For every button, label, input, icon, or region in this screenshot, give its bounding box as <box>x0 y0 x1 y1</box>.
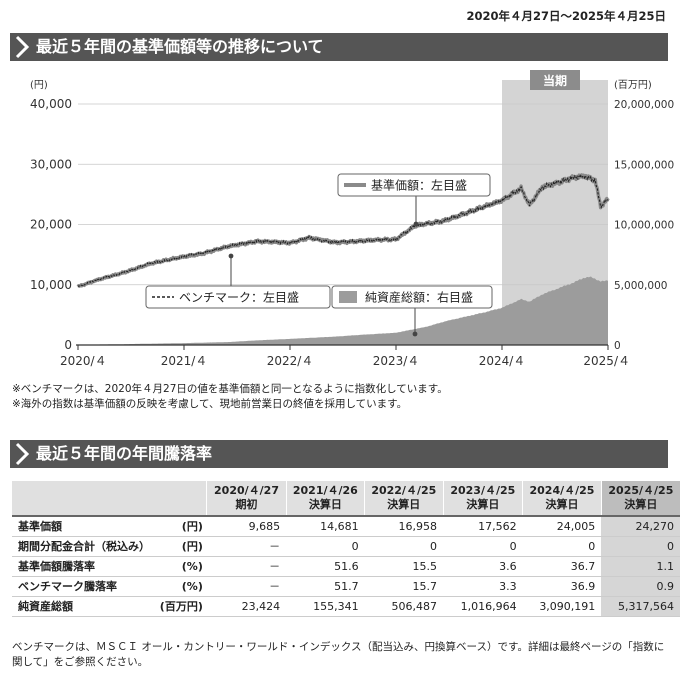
right-axis-unit: (百万円) <box>614 79 652 91</box>
table-cell: 36.9 <box>522 576 602 597</box>
table-cell: 36.7 <box>522 556 602 577</box>
table-cell: － <box>206 556 287 577</box>
right-tick-label: 0 <box>614 340 621 352</box>
table-row: 基準価額 (円) 9,685 14,681 16,958 17,562 24,0… <box>12 515 680 537</box>
table-cell: 24,005 <box>522 515 602 537</box>
x-tick-label: 2023/４ <box>373 354 420 368</box>
section-header-chart: 最近５年間の基準価額等の推移について <box>10 33 668 61</box>
table-cell: 15.7 <box>364 576 444 597</box>
table-cell: 0 <box>443 536 523 557</box>
legend-nav-marker <box>413 221 419 227</box>
table-cell: － <box>206 536 287 557</box>
table-cell: 14,681 <box>286 515 365 537</box>
x-tick-label: 2022/４ <box>267 354 314 368</box>
table-cell-current: 0 <box>601 536 680 557</box>
x-tick-label: 2020/４ <box>60 354 107 368</box>
row-unit: (円) <box>159 536 207 557</box>
column-header-current: 2025/４/25 決算日 <box>600 481 680 516</box>
x-tick-label: 2024/４ <box>479 354 526 368</box>
legend-benchmark-marker <box>228 253 234 259</box>
right-tick-label: 5,000,000 <box>614 280 667 292</box>
table-cell: 9,685 <box>206 515 287 537</box>
date-range: 2020年４月27日～2025年４月25日 <box>466 9 666 23</box>
header-blank <box>12 481 207 516</box>
table-cell: 23,424 <box>206 596 287 617</box>
note-benchmark: ※ベンチマークは、2020年４月27日の値を基準価額と同一となるように指数化して… <box>12 383 448 395</box>
legend-assets-marker <box>412 331 418 337</box>
column-header: 2022/４/25 決算日 <box>364 481 444 516</box>
table-cell: 15.5 <box>364 556 444 577</box>
left-tick-label: 40,000 <box>30 97 72 111</box>
row-label: 基準価額 <box>12 515 160 537</box>
right-tick-label: 15,000,000 <box>614 159 674 171</box>
x-tick-label: 2021/４ <box>161 354 208 368</box>
legend-benchmark-box <box>145 285 331 309</box>
row-unit: (円) <box>159 515 207 537</box>
row-unit: (百万円) <box>159 596 207 617</box>
section-header-returns: 最近５年間の年間騰落率 <box>10 440 668 468</box>
right-tick-label: 20,000,000 <box>614 99 674 111</box>
column-header: 2024/４/25 決算日 <box>522 481 602 516</box>
table-row: ベンチマーク騰落率 (%) － 51.7 15.7 3.3 36.9 0.9 <box>12 576 680 597</box>
left-tick-label: 30,000 <box>30 157 72 171</box>
table-cell: － <box>206 576 287 597</box>
row-label: ベンチマーク騰落率 <box>12 576 160 597</box>
chevron-right-icon <box>15 35 30 59</box>
section-title-returns: 最近５年間の年間騰落率 <box>36 444 213 463</box>
left-tick-label: 10,000 <box>30 278 72 292</box>
table-cell: 3.6 <box>443 556 523 577</box>
benchmark-footnote: ベンチマークは、ＭＳＣＩ オール・カントリー・ワールド・インデックス（配当込み、… <box>12 641 665 668</box>
row-label: 期間分配金合計（税込み） <box>12 536 160 557</box>
left-tick-label: 0 <box>64 338 72 352</box>
legend-benchmark-label: ベンチマーク：左目盛 <box>179 290 299 305</box>
current-period-badge <box>530 70 580 90</box>
legend-assets-box <box>331 285 493 309</box>
right-tick-label: 10,000,000 <box>614 220 674 232</box>
section-title-chart: 最近５年間の基準価額等の推移について <box>36 37 324 56</box>
legend-assets-label: 純資産総額：右目盛 <box>365 290 473 305</box>
table-row: 純資産総額 (百万円) 23,424 155,341 506,487 1,016… <box>12 596 680 617</box>
annual-returns-table: 2020/４/27 期初 2021/４/26 決算日 2022/４/25 決算日 20… <box>12 481 680 617</box>
table-cell: 0 <box>522 536 602 557</box>
series-area-net-assets <box>78 276 608 345</box>
legend-assets-swatch <box>339 291 357 303</box>
table-cell-current: 5,317,564 <box>601 596 680 617</box>
table-cell: 0 <box>364 536 444 557</box>
left-tick-label: 20,000 <box>30 218 72 232</box>
table-cell: 51.7 <box>286 576 365 597</box>
legend-nav-label: 基準価額：左目盛 <box>371 178 467 193</box>
table-cell: 155,341 <box>286 596 365 617</box>
performance-chart: 当期 (円) (百万円) 0 10,000 20,000 30,000 40,000 0 5,0… <box>30 70 674 368</box>
chevron-right-icon <box>15 442 30 466</box>
table-cell: 17,562 <box>443 515 523 537</box>
column-header: 2021/４/26 決算日 <box>285 481 365 516</box>
left-axis-unit: (円) <box>30 80 48 91</box>
chart-notes: ※ベンチマークは、2020年４月27日の値を基準価額と同一となるように指数化して… <box>12 382 448 412</box>
series-line-benchmark <box>77 174 609 287</box>
note-overseas-index: ※海外の指数は基準価額の反映を考慮して、現地前営業日の終値を採用しています。 <box>12 398 408 410</box>
column-header: 2023/４/25 決算日 <box>442 481 523 516</box>
x-tick-label: 2025/４ <box>583 354 630 368</box>
table-cell: 16,958 <box>364 515 444 537</box>
table-header-row: 2020/４/27 期初 2021/４/26 決算日 2022/４/25 決算日 20… <box>12 481 680 516</box>
column-header: 2020/４/27 期初 <box>206 481 287 516</box>
table-cell: 506,487 <box>364 596 444 617</box>
table-cell: 0 <box>286 536 365 557</box>
row-unit: (%) <box>159 576 207 597</box>
table-row: 期間分配金合計（税込み） (円) － 0 0 0 0 0 <box>12 536 680 557</box>
row-label: 純資産総額 <box>12 596 160 617</box>
row-unit: (%) <box>159 556 207 577</box>
table-row: 基準価額騰落率 (%) － 51.6 15.5 3.6 36.7 1.1 <box>12 556 680 577</box>
table-cell: 3.3 <box>443 576 523 597</box>
table-cell-current: 1.1 <box>601 556 680 577</box>
row-label: 基準価額騰落率 <box>12 556 160 577</box>
table-cell: 1,016,964 <box>443 596 523 617</box>
table-cell: 3,090,191 <box>522 596 602 617</box>
legend-nav-box <box>337 173 491 197</box>
table-cell-current: 0.9 <box>601 576 680 597</box>
table-cell-current: 24,270 <box>601 515 680 537</box>
table-cell: 51.6 <box>286 556 365 577</box>
current-period-label: 当期 <box>543 73 567 88</box>
